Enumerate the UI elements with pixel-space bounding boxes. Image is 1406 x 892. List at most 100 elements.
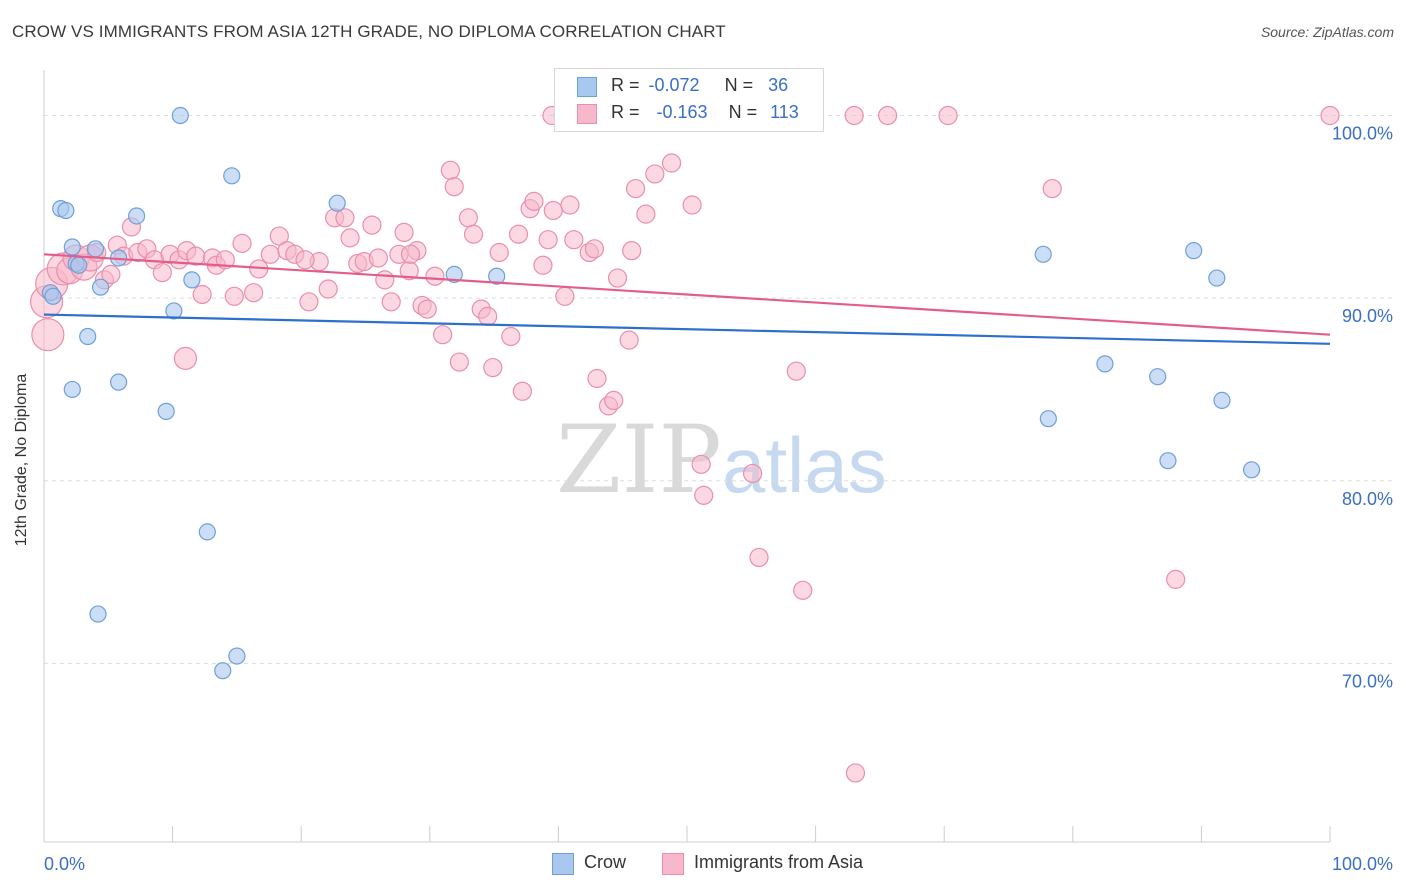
asia-point [417,299,437,319]
asia-point [368,248,388,268]
crow-point [1242,461,1261,479]
asia-point [463,224,484,244]
asia-point [232,233,252,253]
series-asia-points [29,105,1340,783]
asia-point [394,222,414,242]
asia-point [101,264,121,285]
crow-point [44,287,62,305]
crow-point [127,207,146,225]
crow-point [1039,410,1057,428]
asia-point [362,215,382,235]
crow-point [1149,368,1167,386]
asia-point [458,208,478,228]
crow-point [109,373,128,391]
source-label: Source: ZipAtlas.com [1260,24,1394,40]
asia-point [318,279,338,299]
crow-trend-line [43,313,1331,345]
crow-point [157,402,175,420]
asia-point [742,463,763,484]
asia-point [299,292,319,312]
crow-point [183,271,201,289]
legend-swatch-asia [577,104,597,124]
legend-text-crow: R = -0.072 N = 36 [611,75,788,96]
asia-point [619,330,639,350]
crow-point [1208,269,1226,287]
crow-point [1185,242,1203,260]
asia-point [375,270,395,290]
legend-swatch-crow [577,77,597,97]
asia-point [381,292,401,312]
asia-point [786,361,806,381]
asia-point [400,244,421,264]
crow-point [1034,245,1052,263]
asia-point [587,368,607,389]
asia-point [584,239,605,259]
asia-point [444,177,464,197]
crow-point [223,167,241,185]
asia-point [793,580,813,600]
asia-point [938,105,958,126]
asia-point [533,255,553,275]
asia-point [478,306,498,327]
asia-point [425,266,445,286]
crow-point [1096,355,1114,373]
crow-point [488,267,506,285]
legend-r-label: R = [611,102,640,122]
asia-point [335,208,355,228]
asia-point [636,204,656,224]
crow-point [198,523,216,541]
y-tick-label: 70.0% [1342,671,1393,691]
asia-point [340,228,360,248]
asia-point [152,262,172,283]
asia-point [31,318,65,352]
x-ticks [43,826,1331,842]
crow-point [1213,391,1231,410]
legend-text-asia: R = -0.163 N = 113 [611,102,799,123]
crow-point [91,278,110,296]
watermark-atlas: atlas [722,421,887,509]
legend-r-value: -0.072 [648,75,700,95]
asia-point [489,242,509,263]
asia-point [622,241,642,261]
x-tick-label-min: 0.0% [44,854,85,874]
crow-point [328,194,346,212]
asia-point [1166,569,1186,589]
asia-point [625,178,646,199]
asia-point [192,284,212,305]
asia-point [564,230,584,250]
asia-point [878,105,898,126]
asia-point [691,454,711,474]
bottom-legend-label-crow: Crow [584,852,627,872]
bottom-legend-swatch-crow [552,853,574,875]
asia-point [483,357,503,378]
y-tick-label: 80.0% [1342,489,1393,509]
legend-r-value: -0.163 [656,102,708,122]
asia-point [1320,105,1340,126]
x-tick-labels: 0.0% 100.0% [44,854,1393,874]
series-crow-points [41,106,1261,680]
asia-point [524,191,544,211]
bottom-legend-swatch-asia [662,853,684,875]
legend-n-label: N = [728,102,758,122]
bottom-legend-label-asia: Immigrants from Asia [694,852,864,872]
y-axis-title: 12th Grade, No Diploma [13,373,30,547]
asia-trend-line [43,253,1331,336]
watermark: ZIP atlas [556,406,887,515]
asia-point [260,244,280,264]
x-tick-label-max: 100.0% [1332,854,1393,874]
crow-point [79,327,97,346]
legend-n-label: N = [724,75,754,95]
legend-n-value: 36 [768,75,789,95]
chart-title: CROW VS IMMIGRANTS FROM ASIA 12TH GRADE,… [12,22,726,41]
asia-point [604,390,624,411]
asia-point [543,200,563,221]
asia-point [845,763,866,783]
y-tick-label: 100.0% [1332,124,1393,144]
asia-point [512,381,532,401]
legend-r-label: R = [611,75,640,95]
crow-point [214,662,232,680]
crow-point [171,106,189,125]
asia-point [501,326,521,347]
asia-point [244,283,264,303]
